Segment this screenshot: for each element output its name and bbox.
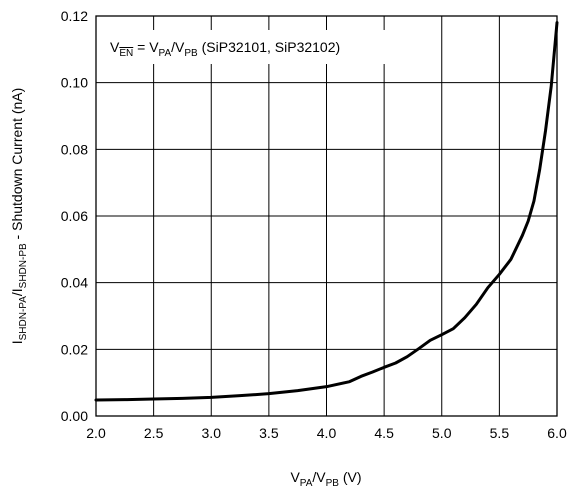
x-tick-label: 3.0 <box>202 425 222 441</box>
y-tick-label: 0.06 <box>61 208 88 224</box>
x-tick-label: 4.0 <box>317 425 337 441</box>
annotation-background <box>104 30 428 64</box>
y-tick-label: 0.08 <box>61 141 88 157</box>
x-axis-title: VPA/VPB (V) <box>290 469 361 489</box>
y-tick-label: 0.02 <box>61 341 88 357</box>
x-tick-labels: 2.0 2.5 3.0 3.5 4.0 4.5 5.0 5.5 6.0 <box>86 425 567 441</box>
annotation-text: VEN = VPA/VPB (SiP32101, SiP32102) <box>110 39 340 59</box>
x-tick-label: 5.0 <box>432 425 452 441</box>
x-tick-label: 2.0 <box>86 425 106 441</box>
x-tick-label: 3.5 <box>259 425 279 441</box>
x-tick-label: 5.5 <box>490 425 510 441</box>
x-tick-label: 4.5 <box>374 425 394 441</box>
y-tick-label: 0.04 <box>61 275 88 291</box>
y-tick-label: 0.12 <box>61 8 88 24</box>
x-tick-label: 2.5 <box>144 425 164 441</box>
data-marks <box>94 21 559 402</box>
y-tick-label: 0.00 <box>61 408 88 424</box>
plot-frame <box>95 15 558 417</box>
x-tick-label: 6.0 <box>547 425 567 441</box>
y-tick-labels: 0.00 0.02 0.04 0.06 0.08 0.10 0.12 <box>61 8 88 424</box>
grid <box>96 16 557 416</box>
series-line <box>94 21 559 402</box>
y-axis-title: ISHDN-PA/ISHDN-PB - Shutdown Current (nA… <box>9 88 29 345</box>
y-tick-label: 0.10 <box>61 75 88 91</box>
